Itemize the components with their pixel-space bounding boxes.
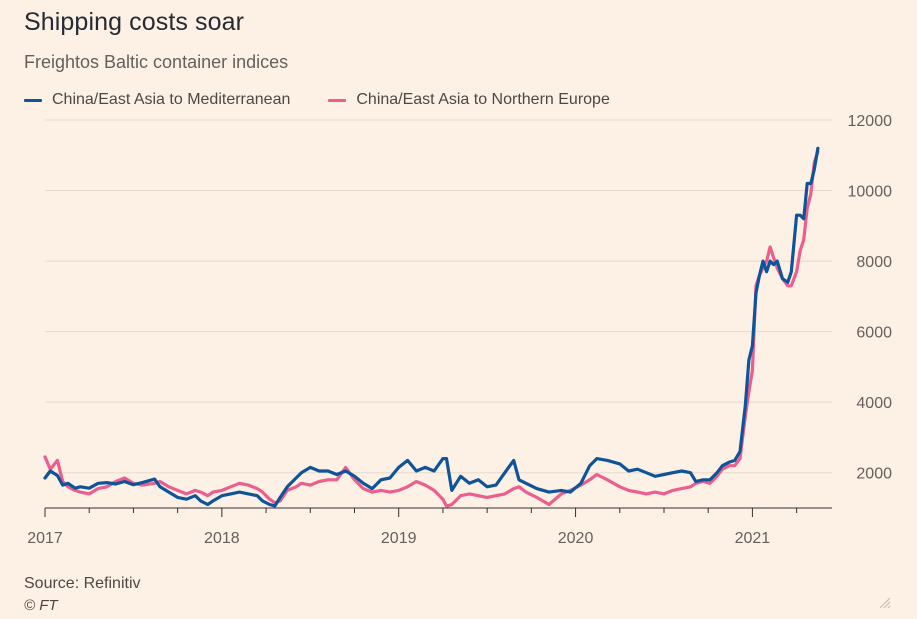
legend-label-northern-europe: China/East Asia to Northern Europe xyxy=(356,91,610,108)
copyright-credit: © FT xyxy=(24,597,58,614)
y-tick-label-10000: 10000 xyxy=(848,184,893,201)
x-tick-label-2018: 2018 xyxy=(204,530,240,547)
y-tick-label-2000: 2000 xyxy=(856,466,892,483)
legend-swatch-northern-europe xyxy=(328,98,347,102)
chart-subtitle: Freightos Baltic container indices xyxy=(24,52,289,72)
y-tick-label-6000: 6000 xyxy=(856,325,892,342)
x-tick-label-2017: 2017 xyxy=(27,530,63,547)
legend-item-mediterranean: China/East Asia to Mediterranean xyxy=(24,91,290,109)
chart-title: Shipping costs soar xyxy=(24,8,245,36)
y-tick-label-4000: 4000 xyxy=(856,395,892,412)
x-tick-label-2021: 2021 xyxy=(735,530,771,547)
resize-handle-icon[interactable] xyxy=(879,597,891,609)
grid-lines xyxy=(45,119,832,474)
x-tick-label-2020: 2020 xyxy=(558,530,594,547)
legend-swatch-mediterranean xyxy=(24,98,42,102)
source-note: Source: Refinitiv xyxy=(24,575,141,592)
y-axis-labels: 2000 4000 6000 8000 10000 12000 xyxy=(848,113,893,483)
legend: China/East Asia to Mediterranean China/E… xyxy=(24,91,648,109)
x-axis xyxy=(44,507,832,517)
y-tick-label-12000: 12000 xyxy=(848,113,893,130)
legend-label-mediterranean: China/East Asia to Mediterranean xyxy=(52,91,291,108)
y-tick-label-8000: 8000 xyxy=(856,254,892,271)
legend-item-northern-europe: China/East Asia to Northern Europe xyxy=(328,91,610,109)
series-line-mediterranean xyxy=(43,146,820,508)
x-tick-label-2019: 2019 xyxy=(381,530,417,547)
series-line-northern-europe xyxy=(43,150,820,508)
x-axis-labels: 2017 2018 2019 2020 2021 xyxy=(27,530,770,547)
series-lines xyxy=(43,146,820,508)
